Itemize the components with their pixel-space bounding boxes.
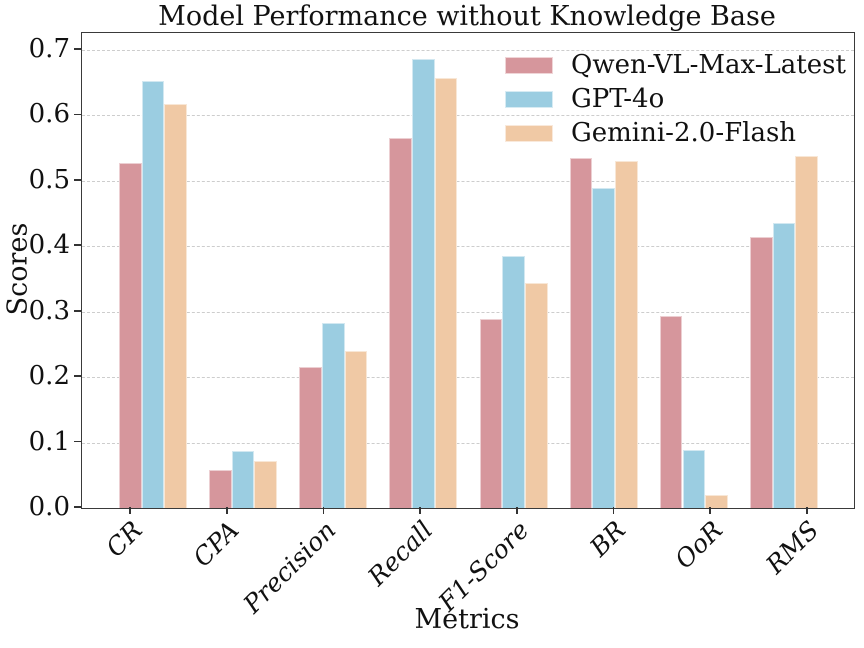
legend-swatch bbox=[505, 56, 553, 74]
x-axis-label: Metrics bbox=[414, 604, 520, 635]
y-tick-mark bbox=[74, 244, 81, 247]
gridline bbox=[82, 180, 854, 182]
y-tick-mark bbox=[74, 113, 81, 116]
bar-qwen-vl-max-latest-recall bbox=[389, 137, 413, 508]
x-tick-mark bbox=[709, 507, 711, 514]
bar-gemini-2.0-flash-f1-score bbox=[524, 282, 548, 508]
legend-label: Gemini-2.0-Flash bbox=[571, 118, 797, 148]
bar-gpt-4o-rms bbox=[772, 223, 796, 508]
legend-label: Qwen-VL-Max-Latest bbox=[571, 50, 846, 80]
x-tick-mark bbox=[612, 507, 615, 514]
y-tick-mark bbox=[74, 506, 81, 508]
bar-qwen-vl-max-latest-br bbox=[569, 157, 593, 508]
bar-gpt-4o-f1-score bbox=[502, 256, 525, 508]
bar-gemini-2.0-flash-rms bbox=[795, 156, 818, 508]
bar-qwen-vl-max-latest-f1-score bbox=[479, 318, 503, 508]
x-tick-mark bbox=[129, 507, 131, 514]
bar-gpt-4o-oor bbox=[682, 449, 706, 508]
legend: Qwen-VL-Max-Latest GPT-4o Gemini-2.0-Flash bbox=[505, 48, 846, 150]
bar-gemini-2.0-flash-oor bbox=[705, 494, 728, 508]
bar-qwen-vl-max-latest-rms bbox=[749, 237, 773, 508]
legend-item: GPT-4o bbox=[505, 82, 846, 116]
y-tick-mark bbox=[74, 309, 81, 312]
bar-gemini-2.0-flash-recall bbox=[434, 77, 458, 508]
x-tick-label-br: BR bbox=[584, 515, 632, 563]
bar-qwen-vl-max-latest-cpa bbox=[209, 470, 232, 508]
legend-swatch bbox=[505, 90, 553, 108]
x-tick-mark bbox=[516, 507, 518, 514]
bar-gpt-4o-precision bbox=[321, 322, 345, 508]
x-tick-label-cr: CR bbox=[100, 515, 149, 563]
gridline bbox=[82, 377, 854, 379]
bar-qwen-vl-max-latest-oor bbox=[659, 315, 683, 508]
bar-qwen-vl-max-latest-precision bbox=[299, 366, 322, 508]
bar-gpt-4o-cr bbox=[141, 81, 165, 508]
x-tick-label-oor: OoR bbox=[669, 515, 728, 575]
y-tick-mark bbox=[74, 179, 81, 181]
y-tick-label: 0.4 bbox=[28, 230, 70, 261]
legend-item: Qwen-VL-Max-Latest bbox=[505, 48, 846, 82]
legend-swatch bbox=[505, 124, 553, 142]
y-tick-mark bbox=[74, 375, 81, 377]
x-tick-mark bbox=[322, 507, 325, 514]
gridline bbox=[82, 50, 854, 51]
x-tick-label-rms: RMS bbox=[760, 515, 825, 580]
x-tick-label-cpa: CPA bbox=[187, 515, 245, 573]
gridline bbox=[82, 442, 854, 444]
bar-gemini-2.0-flash-cr bbox=[164, 104, 187, 508]
x-tick-mark bbox=[806, 507, 808, 514]
legend-item: Gemini-2.0-Flash bbox=[505, 116, 846, 150]
gridline bbox=[82, 246, 854, 248]
bar-qwen-vl-max-latest-cr bbox=[119, 162, 142, 508]
bar-gpt-4o-br bbox=[592, 188, 616, 508]
plot-area bbox=[81, 32, 855, 509]
y-tick-label: 0.2 bbox=[28, 361, 70, 392]
gridline bbox=[82, 115, 854, 117]
bar-gemini-2.0-flash-cpa bbox=[254, 460, 278, 508]
y-tick-label: 0.5 bbox=[28, 164, 70, 195]
x-tick-label-recall: Recall bbox=[361, 515, 438, 592]
y-tick-label: 0.0 bbox=[28, 492, 70, 522]
gridline bbox=[82, 311, 854, 313]
bar-gemini-2.0-flash-br bbox=[615, 161, 638, 508]
y-tick-label: 0.3 bbox=[28, 295, 70, 326]
y-tick-mark bbox=[74, 440, 81, 443]
x-tick-mark bbox=[419, 507, 421, 514]
x-tick-mark bbox=[226, 507, 228, 514]
y-tick-label: 0.7 bbox=[28, 34, 70, 64]
bar-gemini-2.0-flash-precision bbox=[344, 350, 368, 508]
chart-title: Model Performance without Knowledge Base bbox=[158, 1, 776, 32]
y-tick-label: 0.6 bbox=[28, 99, 70, 130]
bar-gpt-4o-recall bbox=[412, 58, 435, 508]
y-tick-label: 0.1 bbox=[28, 426, 70, 457]
legend-label: GPT-4o bbox=[571, 84, 665, 114]
x-tick-label-f1-score: F1-Score bbox=[433, 515, 535, 617]
bar-gpt-4o-cpa bbox=[231, 451, 255, 508]
y-tick-mark bbox=[74, 48, 81, 50]
